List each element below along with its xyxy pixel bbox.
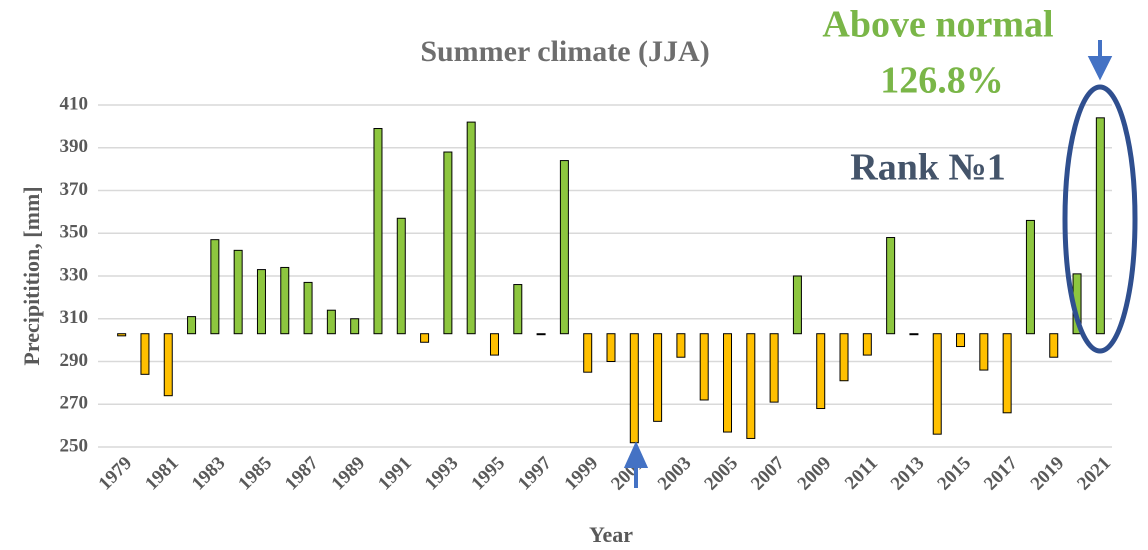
bar	[862, 333, 872, 356]
bar	[956, 333, 966, 348]
bar	[769, 333, 779, 403]
bar	[792, 275, 802, 335]
arrow	[623, 441, 649, 488]
bar	[187, 316, 197, 335]
bar	[280, 266, 290, 335]
bar	[979, 333, 989, 371]
bar	[699, 333, 709, 401]
bar	[1002, 333, 1012, 414]
bar	[396, 217, 406, 335]
bar	[932, 333, 942, 435]
bar	[256, 269, 266, 335]
y-tick-label: 310	[60, 307, 89, 328]
bar	[559, 160, 569, 335]
bar	[350, 318, 360, 335]
x-tick-label: 2005	[700, 453, 742, 495]
bar	[606, 333, 616, 362]
bar	[513, 284, 523, 335]
bar	[1025, 219, 1035, 335]
bar	[676, 333, 686, 358]
bar	[1049, 333, 1059, 358]
y-tick-label: 250	[60, 435, 89, 456]
bar	[303, 281, 313, 335]
bar	[233, 249, 243, 335]
x-tick-label: 1999	[561, 453, 603, 495]
bar	[583, 333, 593, 373]
bar	[629, 333, 639, 444]
x-tick-label: 2009	[794, 453, 836, 495]
bar	[723, 333, 733, 433]
x-tick-label: 1981	[141, 453, 183, 495]
y-tick-label: 390	[60, 136, 89, 157]
bar	[886, 237, 896, 335]
annotation: Rank №1	[850, 147, 1005, 189]
x-tick-label: 1983	[188, 453, 230, 495]
bar	[489, 333, 499, 356]
x-tick-label: 1987	[281, 452, 323, 494]
y-tick-label: 410	[60, 93, 89, 114]
x-tick-label: 1995	[467, 453, 509, 495]
x-tick-label: 1989	[328, 453, 370, 495]
highlight-ellipse	[1062, 84, 1138, 354]
y-axis-label: Precipitition, [mm]	[19, 186, 44, 365]
y-tick-label: 330	[60, 264, 89, 285]
annotation: 126.8%	[880, 60, 1004, 102]
bar	[443, 151, 453, 335]
bar	[117, 333, 127, 337]
y-tick-label: 270	[60, 393, 89, 414]
x-tick-label: 2011	[841, 453, 882, 494]
x-tick-label: 2003	[654, 453, 696, 495]
y-tick-label: 370	[60, 179, 89, 200]
x-tick-label: 2007	[747, 452, 789, 494]
x-tick-label: 2013	[887, 453, 929, 495]
bar	[746, 333, 756, 439]
x-tick-label: 1979	[95, 453, 137, 495]
bar	[653, 333, 663, 422]
bar	[536, 333, 546, 336]
y-tick-label: 350	[60, 222, 89, 243]
bar	[466, 121, 476, 335]
x-axis-label: Year	[589, 522, 633, 547]
x-tick-label: 2017	[980, 452, 1022, 494]
bar	[420, 333, 430, 343]
annotation: Above normal	[822, 4, 1053, 46]
x-tick-label: 2015	[933, 453, 975, 495]
bar	[839, 333, 849, 382]
x-tick-label: 1985	[234, 453, 276, 495]
bar	[909, 333, 919, 336]
bar	[326, 309, 336, 335]
x-tick-label: 1997	[514, 452, 556, 494]
bar	[373, 128, 383, 335]
bar	[163, 333, 173, 397]
x-tick-label: 1993	[421, 453, 463, 495]
bar	[816, 333, 826, 410]
x-tick-label: 1991	[374, 453, 416, 495]
y-tick-label: 290	[60, 350, 89, 371]
chart-title: Summer climate (JJA)	[420, 35, 709, 68]
arrow	[1087, 40, 1113, 81]
x-tick-label: 2021	[1073, 453, 1115, 495]
bar	[140, 333, 150, 375]
bar	[1095, 117, 1105, 335]
x-tick-label: 2019	[1027, 453, 1069, 495]
bar	[210, 239, 220, 335]
